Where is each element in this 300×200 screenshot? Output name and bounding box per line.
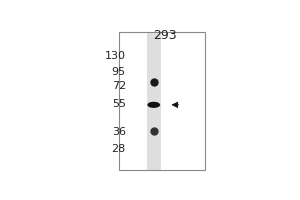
Text: 28: 28 <box>112 144 126 154</box>
Text: 95: 95 <box>112 67 126 77</box>
Text: 130: 130 <box>105 51 126 61</box>
Ellipse shape <box>147 102 160 108</box>
Text: 293: 293 <box>154 29 177 42</box>
Text: 72: 72 <box>112 81 126 91</box>
Text: 36: 36 <box>112 127 126 137</box>
Bar <box>119 32 205 170</box>
Bar <box>147 32 161 170</box>
Text: 55: 55 <box>112 99 126 109</box>
